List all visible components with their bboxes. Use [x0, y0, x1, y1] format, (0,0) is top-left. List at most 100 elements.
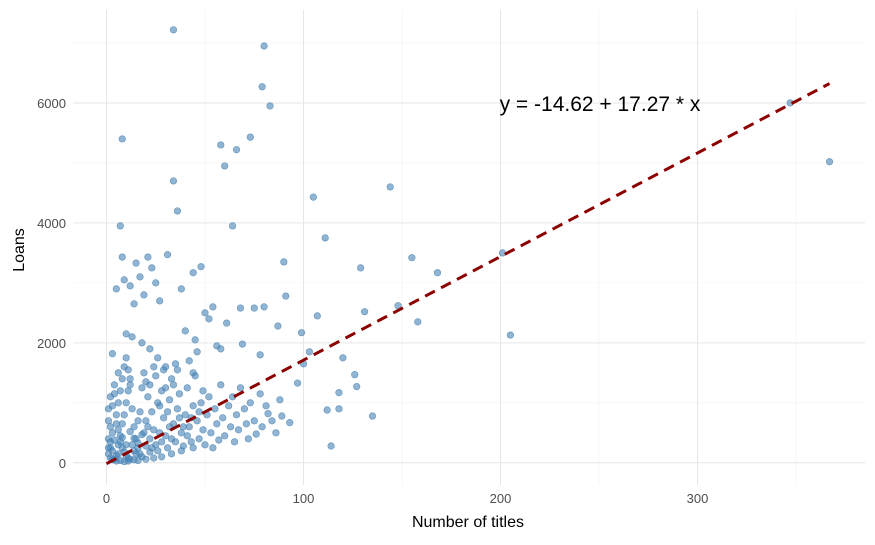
data-point — [148, 408, 156, 416]
y-tick-label: 6000 — [37, 96, 66, 111]
data-point — [167, 450, 176, 458]
data-point — [282, 292, 290, 300]
data-point — [221, 432, 229, 440]
data-point — [280, 258, 288, 266]
data-point — [134, 456, 142, 465]
data-point — [185, 423, 193, 431]
data-point — [183, 432, 191, 440]
data-point — [110, 381, 118, 389]
data-point — [278, 412, 286, 420]
data-point — [128, 405, 136, 413]
data-point — [246, 133, 254, 141]
data-point — [173, 207, 182, 215]
data-point — [232, 146, 241, 154]
data-point — [163, 408, 172, 416]
data-point — [134, 417, 142, 425]
data-point — [260, 303, 268, 311]
data-point — [211, 405, 219, 413]
data-point — [136, 273, 144, 281]
data-point — [232, 411, 241, 419]
data-point — [250, 304, 258, 312]
data-point — [268, 417, 276, 425]
tick-labels: 0 100 200 300 0 2000 4000 6000 — [37, 96, 708, 506]
data-point — [305, 348, 314, 356]
data-point — [238, 340, 247, 348]
data-point — [386, 183, 394, 191]
data-point — [161, 384, 170, 392]
data-point — [309, 193, 317, 201]
data-point — [126, 428, 134, 436]
data-point — [258, 423, 266, 431]
data-point — [114, 450, 122, 458]
data-point — [264, 410, 272, 418]
data-point — [112, 285, 120, 293]
data-point — [181, 411, 189, 419]
data-point — [150, 363, 158, 371]
regression-line — [105, 82, 831, 466]
data-point — [408, 254, 416, 262]
data-point — [246, 399, 254, 407]
data-point — [242, 420, 250, 428]
data-point — [276, 396, 284, 404]
data-point — [195, 408, 203, 416]
data-point — [116, 222, 124, 230]
data-point — [223, 319, 231, 327]
data-point — [313, 312, 321, 320]
data-point — [106, 444, 115, 452]
data-point — [150, 454, 158, 462]
data-point — [144, 423, 152, 431]
data-point — [122, 441, 130, 449]
data-point — [128, 441, 136, 449]
data-point — [189, 444, 197, 452]
data-point — [136, 408, 144, 416]
data-point — [256, 390, 264, 398]
data-point — [142, 417, 150, 425]
data-point — [209, 303, 217, 311]
data-point — [353, 383, 361, 391]
data-point — [116, 387, 124, 395]
data-point — [236, 384, 245, 392]
data-point — [199, 426, 207, 434]
data-point — [175, 390, 183, 398]
data-point — [169, 26, 178, 34]
data-point — [262, 402, 270, 410]
data-point — [185, 357, 193, 365]
data-point — [217, 345, 225, 353]
grid — [73, 10, 865, 485]
data-point — [234, 426, 243, 434]
data-point — [228, 222, 237, 230]
data-point — [205, 315, 213, 323]
data-point — [177, 285, 185, 293]
data-point — [201, 441, 209, 449]
x-axis-label: Number of titles — [412, 514, 524, 531]
data-point — [122, 354, 130, 362]
data-point — [197, 399, 205, 407]
data-point — [156, 297, 164, 305]
data-point — [189, 402, 197, 410]
data-point — [128, 333, 136, 341]
data-point — [165, 396, 174, 404]
data-point — [256, 351, 264, 359]
data-point — [274, 322, 282, 330]
data-point — [297, 329, 306, 337]
data-point — [130, 423, 138, 431]
data-point — [112, 420, 120, 428]
data-point — [209, 444, 217, 452]
data-point — [213, 420, 221, 428]
data-point — [150, 426, 158, 434]
data-point — [167, 375, 176, 383]
data-point — [260, 42, 268, 50]
data-point — [293, 379, 302, 387]
data-point — [163, 251, 172, 259]
data-point — [193, 417, 201, 425]
data-point — [110, 436, 118, 444]
data-point — [236, 304, 245, 312]
data-point — [163, 444, 172, 452]
data-point — [199, 387, 207, 395]
data-point — [175, 414, 183, 422]
data-point — [258, 83, 266, 91]
data-point — [179, 423, 187, 431]
data-point — [433, 269, 442, 277]
data-point — [335, 389, 343, 397]
regression-annotation: y = -14.62 + 17.27 * x — [500, 93, 701, 116]
